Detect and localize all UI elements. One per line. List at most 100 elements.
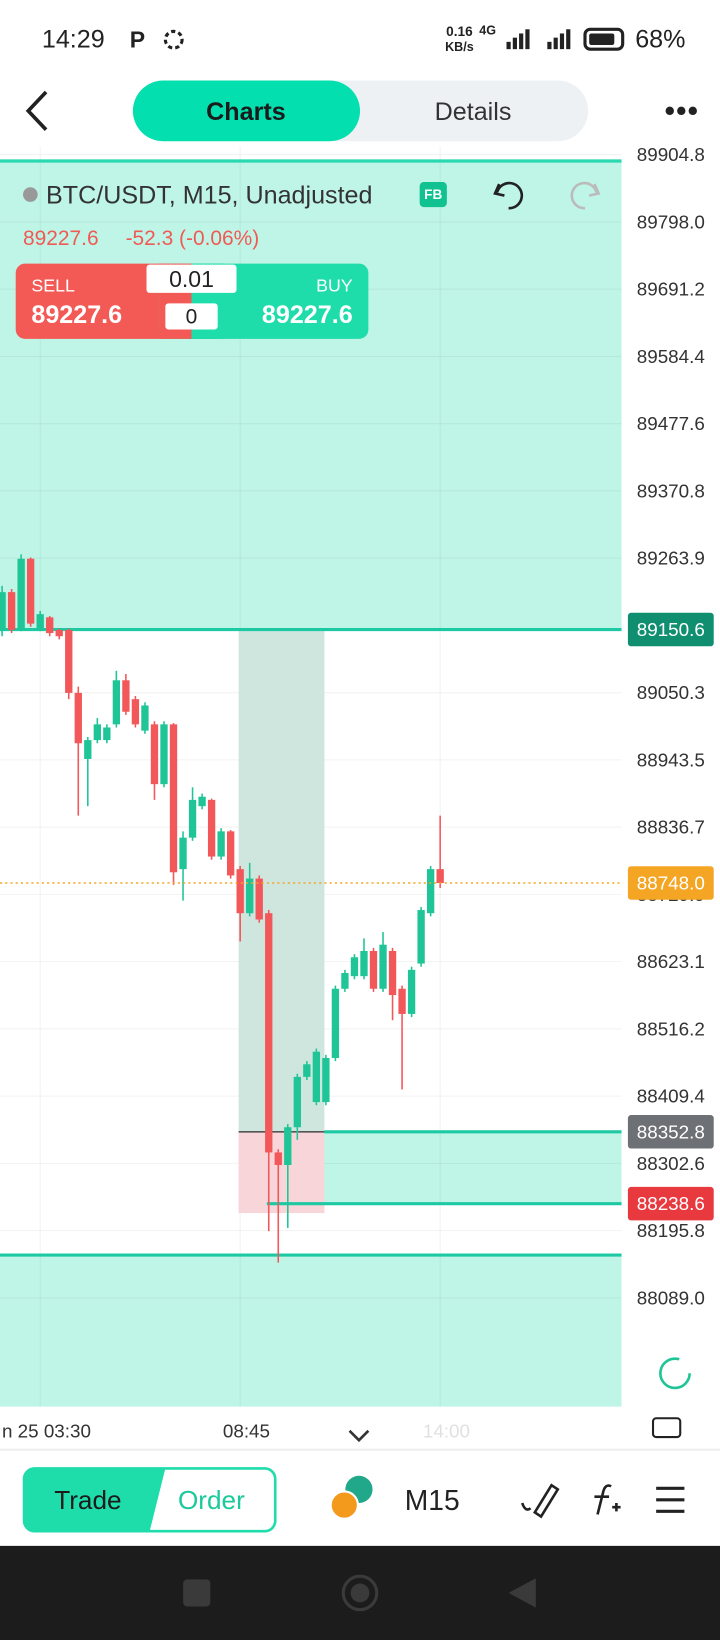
status-dot <box>23 187 38 202</box>
y-tick-label: 88836.7 <box>637 817 705 838</box>
y-tick-label: 88516.2 <box>637 1018 705 1039</box>
candle-body <box>103 727 111 741</box>
take-profit-zone <box>0 158 622 630</box>
lower-zone <box>0 1255 622 1407</box>
y-tick-label: 89477.6 <box>637 413 705 434</box>
candle-body <box>7 592 16 630</box>
current-price-tag <box>627 866 714 900</box>
net-speed: 0.16 <box>446 24 473 39</box>
count: 0 <box>186 305 198 328</box>
candle-body <box>226 831 235 876</box>
position-loss <box>238 1131 325 1214</box>
nav-home[interactable] <box>341 1574 379 1612</box>
candle-body <box>55 629 63 637</box>
candle-body <box>0 592 6 630</box>
indicator-button[interactable] <box>594 1484 621 1515</box>
candle-body <box>46 617 54 634</box>
signal-icons <box>506 29 571 50</box>
buy-price: 89227.6 <box>262 301 353 329</box>
level-tag <box>627 1115 714 1149</box>
buy-label: BUY <box>316 276 353 296</box>
candle-body <box>388 950 397 996</box>
candle-body <box>160 724 168 785</box>
nav-back[interactable] <box>508 1578 536 1608</box>
volume: 0.01 <box>169 266 214 292</box>
candle-body <box>141 705 149 731</box>
candle-body <box>398 988 406 1014</box>
candle-body <box>93 724 101 741</box>
candle-body <box>236 869 244 914</box>
current-price-label: 88748.0 <box>637 872 705 893</box>
candle-body <box>84 740 92 759</box>
symbol-name: BTC/USDT, M15, Unadjusted <box>46 182 372 210</box>
candle-body <box>246 878 254 914</box>
x-tick-label: 08:45 <box>223 1420 270 1441</box>
candle-body <box>122 680 130 712</box>
level-tag-label: 88238.6 <box>637 1193 705 1214</box>
entry-zone <box>266 1131 622 1204</box>
candle-body <box>417 910 425 964</box>
candle-body <box>331 988 340 1058</box>
candle-body <box>407 969 416 1014</box>
tab-charts[interactable]: Charts <box>206 98 286 126</box>
candle-body <box>293 1076 301 1128</box>
volume-input[interactable] <box>146 264 237 293</box>
y-tick-label: 88195.8 <box>637 1220 705 1241</box>
tab-active[interactable] <box>132 80 360 142</box>
candle-body <box>360 950 368 977</box>
level-tag-label: 89150.6 <box>637 619 705 640</box>
y-tick-label: 89904.8 <box>637 144 705 165</box>
last-price: 89227.6 <box>23 227 99 250</box>
candle-body <box>150 724 159 785</box>
order-tab[interactable]: Order <box>178 1485 245 1515</box>
chart: 89904.8 89798.0 89691.2 89584.4 89477.6 89370… <box>0 144 720 1450</box>
level-tag-label: 88352.8 <box>637 1121 705 1142</box>
candle-body <box>207 799 216 857</box>
candle-body <box>369 950 378 989</box>
collapse-button[interactable] <box>348 1429 370 1443</box>
draw-button[interactable] <box>520 1483 560 1519</box>
clock: 14:29 <box>42 26 105 54</box>
y-tick-label: 89691.2 <box>637 279 705 300</box>
candle-body <box>265 913 273 1153</box>
battery-icon <box>583 27 625 51</box>
candle-body <box>379 944 387 989</box>
badge <box>419 181 447 208</box>
candle-body <box>350 957 359 977</box>
candle-body <box>426 869 435 914</box>
trade-tab[interactable]: Trade <box>54 1485 121 1515</box>
menu-button[interactable] <box>656 1486 685 1513</box>
more-button[interactable] <box>665 106 697 116</box>
redo-button[interactable] <box>570 181 601 210</box>
y-tick-label: 88089.0 <box>637 1287 705 1308</box>
nav-recent[interactable] <box>183 1579 211 1607</box>
candle-body <box>27 558 35 624</box>
candle-body <box>74 692 82 744</box>
toggle-active[interactable] <box>24 1468 166 1532</box>
candle-body <box>322 1057 330 1103</box>
back-button[interactable] <box>25 90 48 131</box>
candle-body <box>17 558 25 630</box>
battery-level <box>589 33 615 45</box>
candle-body <box>255 878 263 920</box>
sell-label: SELL <box>31 276 75 296</box>
battery-percent: 68% <box>635 26 685 54</box>
y-tick-label: 89050.3 <box>637 682 705 703</box>
candle-body <box>36 614 44 630</box>
candle-body <box>179 837 187 870</box>
layout-button[interactable] <box>651 1417 682 1439</box>
y-tick-label: 88943.5 <box>637 749 705 770</box>
y-tick-label: 89263.9 <box>637 548 705 569</box>
candle-body <box>274 1152 282 1166</box>
tab-details[interactable]: Details <box>435 98 512 126</box>
timeframe[interactable]: M15 <box>405 1484 460 1516</box>
reset-button[interactable] <box>659 1357 691 1390</box>
y-tick-label: 88623.1 <box>637 951 705 972</box>
level-tag <box>627 1186 714 1221</box>
app-icon: P <box>130 27 145 53</box>
candle-body <box>312 1051 321 1103</box>
undo-button[interactable] <box>493 181 524 210</box>
y-tick-label: 89370.8 <box>637 480 705 501</box>
